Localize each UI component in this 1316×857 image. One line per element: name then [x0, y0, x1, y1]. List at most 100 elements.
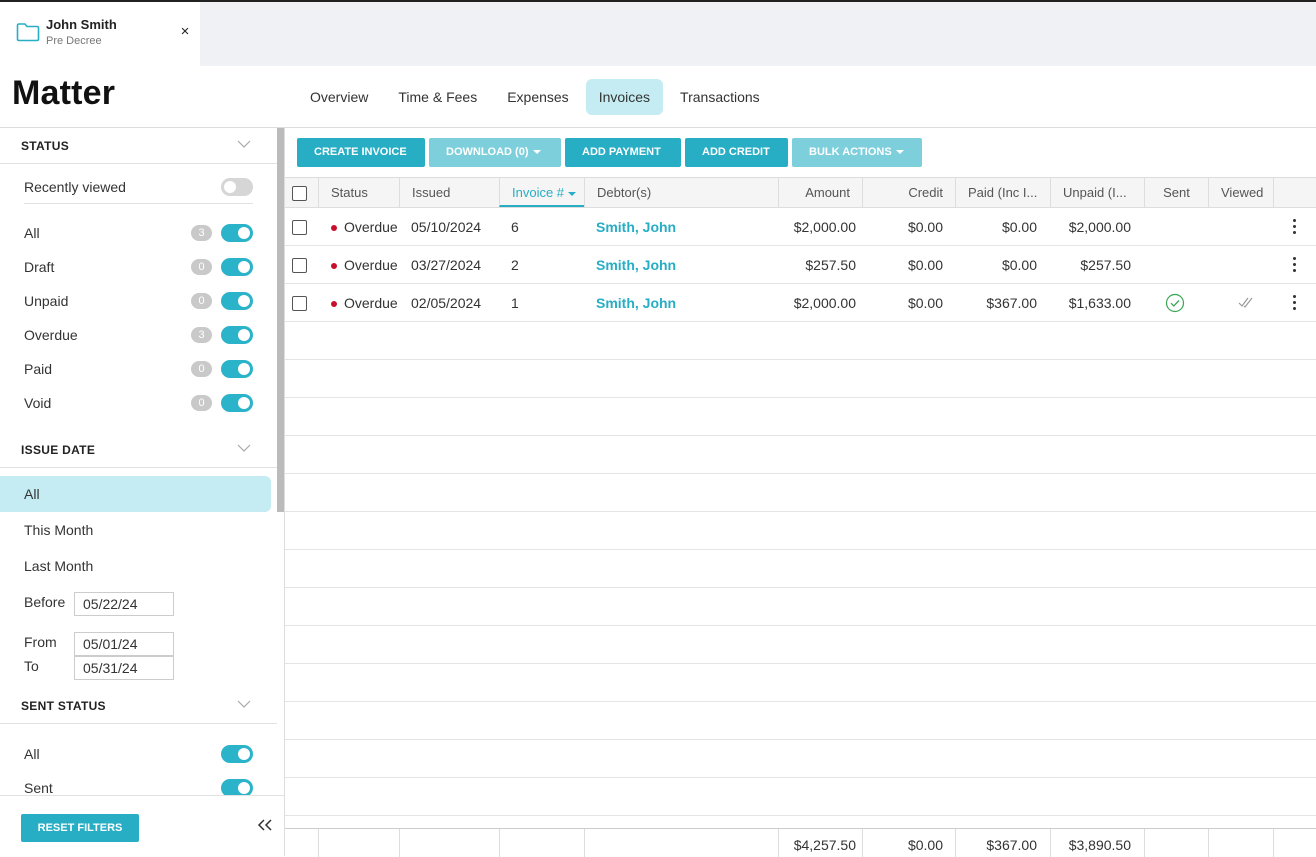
- status-cell: Overdue: [344, 219, 398, 235]
- tab-transactions[interactable]: Transactions: [680, 89, 760, 105]
- column-amount[interactable]: Amount: [778, 178, 862, 207]
- status-all-toggle[interactable]: [221, 224, 253, 242]
- status-filter-label: Void: [24, 395, 52, 411]
- column-credit[interactable]: Credit: [862, 178, 955, 207]
- credit-cell: $0.00: [907, 257, 943, 273]
- close-tab-icon[interactable]: ×: [180, 23, 190, 40]
- reset-filters-button[interactable]: RESET FILTERS: [21, 814, 139, 842]
- table-row[interactable]: Overdue 05/10/2024 6 Smith, John $2,000.…: [285, 208, 1316, 246]
- column-divider: [318, 829, 319, 857]
- row-menu-icon[interactable]: [1291, 219, 1297, 235]
- table-row[interactable]: Overdue 03/27/2024 2 Smith, John $257.50…: [285, 246, 1316, 284]
- to-date-input[interactable]: 05/31/24: [74, 656, 174, 680]
- folder-icon: [16, 23, 40, 42]
- row-menu-icon[interactable]: [1291, 295, 1297, 311]
- select-all-checkbox[interactable]: [292, 186, 307, 201]
- debtor-link[interactable]: Smith, John: [596, 257, 677, 273]
- issued-cell: 03/27/2024: [411, 257, 482, 273]
- debtor-link[interactable]: Smith, John: [596, 295, 677, 311]
- status-draft-toggle[interactable]: [221, 258, 253, 276]
- sent-check-icon: [1165, 293, 1185, 313]
- matter-tab-strip: [0, 2, 1316, 66]
- empty-row: [285, 322, 1316, 360]
- amount-cell: $2,000.00: [793, 219, 856, 235]
- sent-all-toggle[interactable]: [221, 745, 253, 763]
- column-divider: [399, 829, 400, 857]
- viewed-check-icon: [1238, 297, 1253, 308]
- column-divider: [584, 829, 585, 857]
- download-button[interactable]: DOWNLOAD (0): [429, 138, 561, 167]
- row-checkbox[interactable]: [292, 220, 307, 235]
- recently-viewed-toggle[interactable]: [221, 178, 253, 196]
- issued-cell: 02/05/2024: [411, 295, 482, 311]
- issue-date-all[interactable]: All: [0, 476, 271, 512]
- column-viewed[interactable]: Viewed: [1208, 178, 1273, 207]
- status-overdue-toggle[interactable]: [221, 326, 253, 344]
- sent-sent-toggle[interactable]: [221, 779, 253, 797]
- debtor-link[interactable]: Smith, John: [596, 219, 677, 235]
- sent-status-section-header[interactable]: SENT STATUS: [0, 688, 277, 724]
- sidebar-scrollbar[interactable]: [277, 128, 284, 512]
- issue-date-this-month[interactable]: This Month: [0, 512, 277, 548]
- row-checkbox[interactable]: [292, 296, 307, 311]
- issue-date-last-month[interactable]: Last Month: [0, 548, 277, 584]
- table-row[interactable]: Overdue 02/05/2024 1 Smith, John $2,000.…: [285, 284, 1316, 322]
- recently-viewed-filter: Recently viewed: [0, 170, 277, 204]
- credit-cell: $0.00: [907, 219, 943, 235]
- before-date-input[interactable]: 05/22/24: [74, 592, 174, 616]
- status-paid-toggle[interactable]: [221, 360, 253, 378]
- row-menu-icon[interactable]: [1291, 257, 1297, 273]
- matter-tab[interactable]: John Smith Pre Decree ×: [0, 2, 200, 66]
- status-filter-paid: Paid 0: [0, 352, 277, 386]
- count-badge: 0: [191, 395, 212, 411]
- row-checkbox[interactable]: [292, 258, 307, 273]
- sort-desc-icon: [568, 191, 577, 196]
- column-paid[interactable]: Paid (Inc I...: [955, 178, 1050, 207]
- status-filter-draft: Draft 0: [0, 250, 277, 284]
- column-sent[interactable]: Sent: [1144, 178, 1208, 207]
- tab-overview[interactable]: Overview: [310, 89, 369, 105]
- status-section-header[interactable]: STATUS: [0, 128, 277, 164]
- status-void-toggle[interactable]: [221, 394, 253, 412]
- empty-row: [285, 360, 1316, 398]
- column-status[interactable]: Status: [318, 178, 399, 207]
- empty-row: [285, 626, 1316, 664]
- collapse-sidebar-icon[interactable]: [256, 818, 274, 832]
- matter-tab-title: John Smith: [46, 17, 117, 32]
- matter-nav-tabs: Overview Time & Fees Expenses Invoices T…: [297, 79, 773, 115]
- create-invoice-button[interactable]: CREATE INVOICE: [297, 138, 425, 167]
- table-header: Status Issued Invoice # Debtor(s) Amount…: [285, 177, 1316, 208]
- column-divider: [1208, 829, 1209, 857]
- total-paid: $367.00: [986, 837, 1037, 853]
- empty-row: [285, 398, 1316, 436]
- column-debtor[interactable]: Debtor(s): [584, 178, 778, 207]
- status-filter-label: All: [24, 225, 40, 241]
- status-filter-all: All 3: [0, 216, 277, 250]
- status-cell: Overdue: [344, 257, 398, 273]
- bulk-actions-button[interactable]: BULK ACTIONS: [792, 138, 922, 167]
- invoice-number-cell: 1: [511, 295, 519, 311]
- tab-expenses[interactable]: Expenses: [507, 89, 569, 105]
- total-amount: $4,257.50: [793, 837, 856, 853]
- paid-cell: $0.00: [1001, 219, 1037, 235]
- add-credit-button[interactable]: ADD CREDIT: [685, 138, 788, 167]
- column-issued[interactable]: Issued: [399, 178, 499, 207]
- issue-date-section-header[interactable]: ISSUE DATE: [0, 432, 277, 468]
- bulk-actions-label: BULK ACTIONS: [809, 146, 892, 158]
- before-label: Before: [24, 594, 66, 610]
- column-unpaid[interactable]: Unpaid (I...: [1050, 178, 1144, 207]
- tab-invoices[interactable]: Invoices: [585, 79, 664, 115]
- column-invoice-number[interactable]: Invoice #: [499, 178, 584, 207]
- status-filter-unpaid: Unpaid 0: [0, 284, 277, 318]
- from-date-input[interactable]: 05/01/24: [74, 632, 174, 656]
- filter-sidebar: STATUS Recently viewed All 3 Draft 0 Unp…: [0, 128, 285, 856]
- total-unpaid: $3,890.50: [1068, 837, 1131, 853]
- add-payment-button[interactable]: ADD PAYMENT: [565, 138, 681, 167]
- status-unpaid-toggle[interactable]: [221, 292, 253, 310]
- count-badge: 0: [191, 259, 212, 275]
- divider: [24, 203, 253, 204]
- status-section-title: STATUS: [21, 139, 70, 153]
- tab-time-fees[interactable]: Time & Fees: [398, 89, 478, 105]
- status-filter-label: Draft: [24, 259, 55, 275]
- count-badge: 3: [191, 327, 212, 343]
